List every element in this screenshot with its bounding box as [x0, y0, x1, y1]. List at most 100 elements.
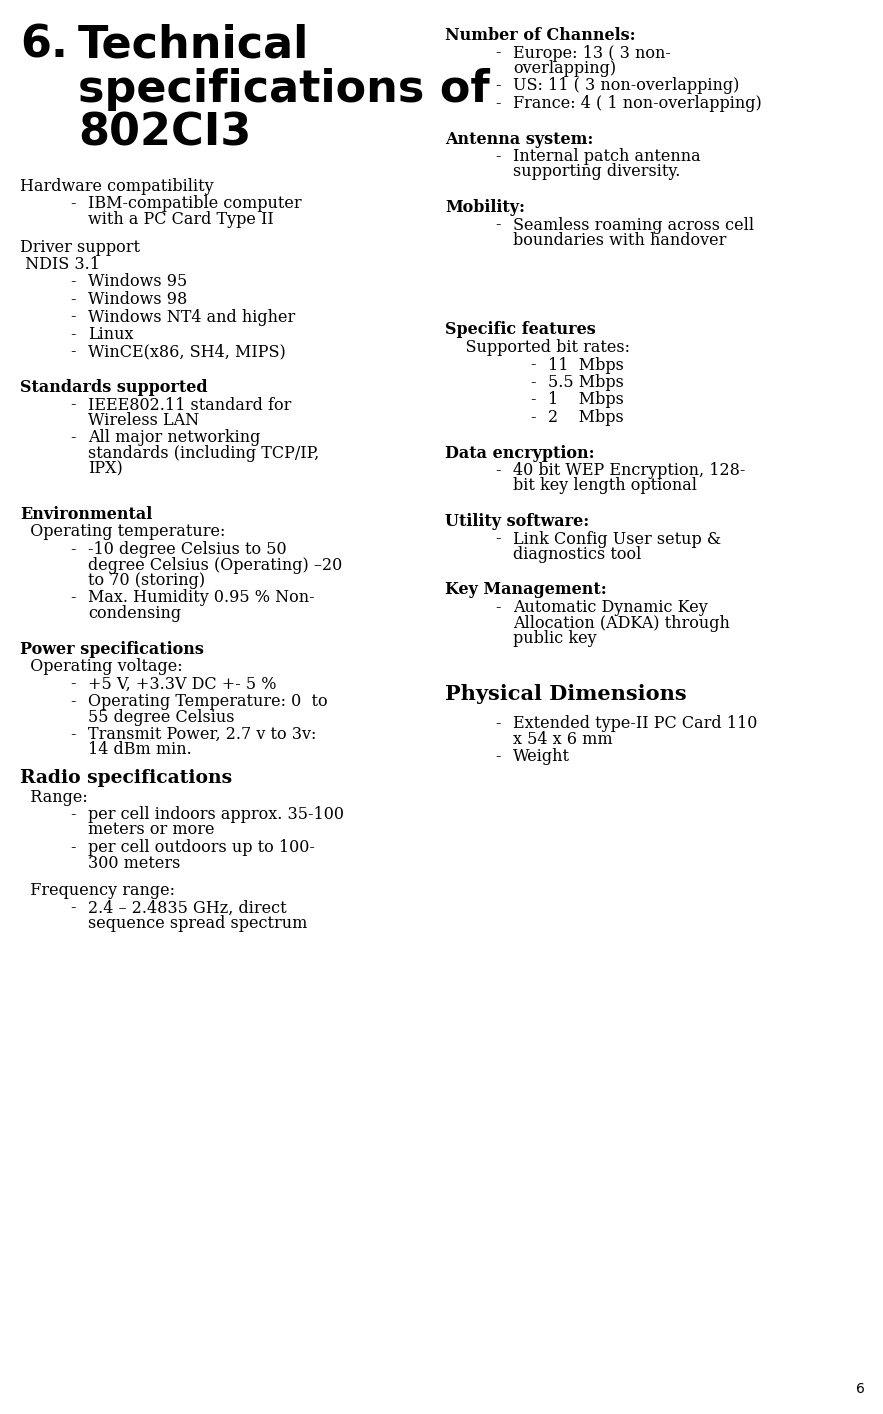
Text: 1    Mbps: 1 Mbps — [548, 392, 624, 409]
Text: WinCE(x86, SH4, MIPS): WinCE(x86, SH4, MIPS) — [88, 344, 286, 361]
Text: IPX): IPX) — [88, 461, 123, 478]
Text: diagnostics tool: diagnostics tool — [513, 546, 641, 563]
Text: Operating voltage:: Operating voltage: — [20, 658, 183, 674]
Text: -: - — [70, 396, 76, 413]
Text: bit key length optional: bit key length optional — [513, 478, 697, 495]
Text: -: - — [70, 291, 76, 308]
Text: Allocation (ADKA) through: Allocation (ADKA) through — [513, 615, 730, 632]
Text: 40 bit WEP Encryption, 128-: 40 bit WEP Encryption, 128- — [513, 462, 745, 479]
Text: Extended type-II PC Card 110: Extended type-II PC Card 110 — [513, 715, 758, 732]
Text: standards (including TCP/IP,: standards (including TCP/IP, — [88, 445, 320, 462]
Text: Linux: Linux — [88, 327, 133, 344]
Text: supporting diversity.: supporting diversity. — [513, 164, 681, 181]
Text: Frequency range:: Frequency range: — [20, 882, 175, 899]
Text: -: - — [495, 748, 501, 765]
Text: -: - — [70, 542, 76, 559]
Text: Supported bit rates:: Supported bit rates: — [445, 339, 630, 356]
Text: Windows 98: Windows 98 — [88, 291, 187, 308]
Text: 300 meters: 300 meters — [88, 854, 180, 871]
Text: -: - — [530, 373, 535, 392]
Text: Max. Humidity 0.95 % Non-: Max. Humidity 0.95 % Non- — [88, 590, 314, 607]
Text: NDIS 3.1: NDIS 3.1 — [20, 256, 100, 273]
Text: -: - — [495, 715, 501, 732]
Text: overlapping): overlapping) — [513, 59, 616, 76]
Text: -: - — [70, 273, 76, 290]
Text: Utility software:: Utility software: — [445, 513, 589, 530]
Text: 14 dBm min.: 14 dBm min. — [88, 741, 192, 758]
Text: +5 V, +3.3V DC +- 5 %: +5 V, +3.3V DC +- 5 % — [88, 676, 276, 693]
Text: 2.4 – 2.4835 GHz, direct: 2.4 – 2.4835 GHz, direct — [88, 899, 287, 916]
Text: France: 4 ( 1 non-overlapping): France: 4 ( 1 non-overlapping) — [513, 95, 762, 112]
Text: -: - — [530, 356, 535, 373]
Text: -: - — [70, 806, 76, 823]
Text: -: - — [70, 693, 76, 710]
Text: degree Celsius (Operating) –20: degree Celsius (Operating) –20 — [88, 557, 343, 574]
Text: public key: public key — [513, 631, 597, 648]
Text: Driver support: Driver support — [20, 239, 140, 256]
Text: Data encryption:: Data encryption: — [445, 444, 594, 461]
Text: -: - — [495, 148, 501, 165]
Text: Environmental: Environmental — [20, 506, 152, 523]
Text: Radio specifications: Radio specifications — [20, 769, 232, 788]
Text: Technical: Technical — [78, 24, 309, 66]
Text: -: - — [495, 530, 501, 547]
Text: Transmit Power, 2.7 v to 3v:: Transmit Power, 2.7 v to 3v: — [88, 725, 316, 742]
Text: -: - — [495, 78, 501, 95]
Text: 11  Mbps: 11 Mbps — [548, 356, 624, 373]
Text: -: - — [70, 430, 76, 447]
Text: Windows 95: Windows 95 — [88, 273, 187, 290]
Text: US: 11 ( 3 non-overlapping): US: 11 ( 3 non-overlapping) — [513, 78, 739, 95]
Text: -: - — [70, 327, 76, 344]
Text: Standards supported: Standards supported — [20, 379, 208, 396]
Text: with a PC Card Type II: with a PC Card Type II — [88, 211, 274, 228]
Text: Antenna system:: Antenna system: — [445, 130, 593, 147]
Text: Hardware compatibility: Hardware compatibility — [20, 178, 214, 195]
Text: Key Management:: Key Management: — [445, 581, 607, 598]
Text: specifications of: specifications of — [78, 68, 490, 112]
Text: -: - — [495, 462, 501, 479]
Text: Operating temperature:: Operating temperature: — [20, 523, 225, 540]
Text: IEEE802.11 standard for: IEEE802.11 standard for — [88, 396, 291, 413]
Text: 802CI3: 802CI3 — [78, 112, 252, 156]
Text: Weight: Weight — [513, 748, 570, 765]
Text: -: - — [70, 308, 76, 325]
Text: Link Config User setup &: Link Config User setup & — [513, 530, 721, 547]
Text: Automatic Dynamic Key: Automatic Dynamic Key — [513, 600, 708, 617]
Text: -: - — [530, 409, 535, 426]
Text: -: - — [530, 392, 535, 409]
Text: Number of Channels:: Number of Channels: — [445, 27, 636, 44]
Text: Internal patch antenna: Internal patch antenna — [513, 148, 700, 165]
Text: 2    Mbps: 2 Mbps — [548, 409, 623, 426]
Text: -: - — [70, 839, 76, 855]
Text: All major networking: All major networking — [88, 430, 260, 447]
Text: Seamless roaming across cell: Seamless roaming across cell — [513, 216, 754, 233]
Text: -: - — [495, 44, 501, 61]
Text: Specific features: Specific features — [445, 321, 596, 338]
Text: -: - — [70, 676, 76, 693]
Text: 6.: 6. — [20, 24, 68, 66]
Text: Range:: Range: — [20, 789, 87, 806]
Text: 6: 6 — [857, 1381, 865, 1396]
Text: sequence spread spectrum: sequence spread spectrum — [88, 915, 307, 932]
Text: Operating Temperature: 0  to: Operating Temperature: 0 to — [88, 693, 328, 710]
Text: -: - — [495, 216, 501, 233]
Text: Windows NT4 and higher: Windows NT4 and higher — [88, 308, 295, 325]
Text: Power specifications: Power specifications — [20, 641, 204, 658]
Text: boundaries with handover: boundaries with handover — [513, 232, 727, 249]
Text: -: - — [70, 344, 76, 361]
Text: meters or more: meters or more — [88, 822, 215, 839]
Text: -: - — [70, 725, 76, 742]
Text: -10 degree Celsius to 50: -10 degree Celsius to 50 — [88, 542, 287, 559]
Text: to 70 (storing): to 70 (storing) — [88, 573, 205, 590]
Text: per cell outdoors up to 100-: per cell outdoors up to 100- — [88, 839, 315, 855]
Text: IBM-compatible computer: IBM-compatible computer — [88, 195, 302, 212]
Text: -: - — [495, 600, 501, 617]
Text: -: - — [495, 95, 501, 112]
Text: Wireless LAN: Wireless LAN — [88, 411, 200, 428]
Text: -: - — [70, 590, 76, 607]
Text: condensing: condensing — [88, 605, 181, 622]
Text: Mobility:: Mobility: — [445, 199, 525, 216]
Text: -: - — [70, 899, 76, 916]
Text: -: - — [70, 195, 76, 212]
Text: 55 degree Celsius: 55 degree Celsius — [88, 708, 235, 725]
